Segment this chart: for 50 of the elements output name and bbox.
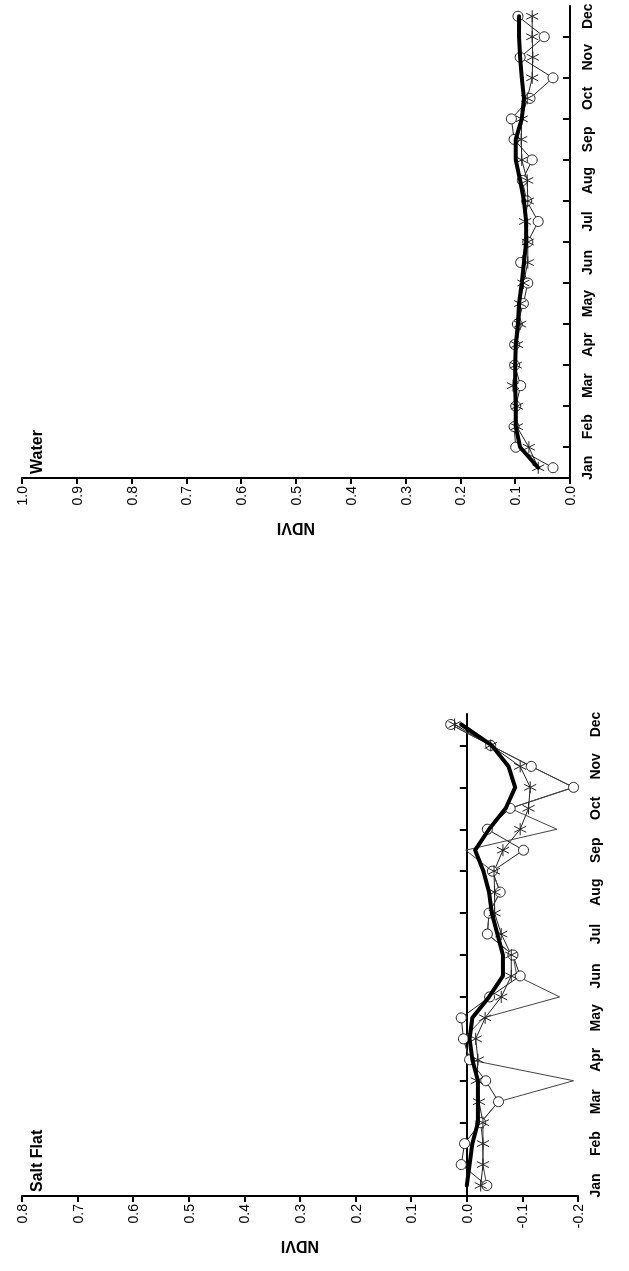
- y-tick-label: Mar: [579, 372, 595, 399]
- x-tick-label: 0.9: [68, 485, 85, 506]
- x-tick-label: 0.8: [14, 1203, 30, 1224]
- y-tick-label: Nov: [579, 43, 595, 71]
- x-tick-label: 0.3: [397, 485, 414, 506]
- y-tick-label: Jul: [579, 211, 595, 232]
- y-tick-label: Jul: [587, 923, 603, 945]
- x-tick-label: 0.6: [233, 485, 250, 506]
- y-tick-label: Jan: [587, 1173, 603, 1198]
- y-tick-label: May: [579, 289, 595, 318]
- x-tick-label: 0.1: [507, 485, 524, 506]
- y-tick-label: Sep: [579, 126, 595, 153]
- x-tick-label: 1.0: [14, 485, 30, 506]
- x-tick-label: 0.8: [123, 485, 140, 506]
- y-tick-label: Jun: [579, 250, 595, 275]
- x-tick-label: 0.6: [125, 1203, 142, 1224]
- x-axis-title: NDVI: [276, 519, 316, 537]
- y-tick-label: Feb: [579, 414, 595, 440]
- y-tick-label: Sep: [587, 837, 603, 864]
- y-tick-label: Jan: [579, 455, 595, 480]
- x-tick-label: -0.1: [514, 1203, 531, 1229]
- y-tick-label: Aug: [579, 166, 595, 195]
- x-tick-label: 0.2: [347, 1203, 364, 1224]
- y-tick-label: Mar: [587, 1088, 603, 1115]
- text: Water: [27, 430, 45, 474]
- y-tick-label: Feb: [587, 1131, 603, 1157]
- x-tick-label: 0.1: [403, 1203, 420, 1224]
- y-tick-label: Nov: [587, 752, 603, 780]
- x-tick-label: 0.5: [180, 1203, 197, 1224]
- y-tick-label: Aug: [587, 878, 603, 906]
- x-axis-title: NDVI: [280, 1237, 320, 1255]
- x-tick-label: -0.2: [570, 1203, 586, 1229]
- x-tick-label: 0.0: [562, 485, 578, 506]
- x-tick-label: 0.0: [458, 1203, 475, 1224]
- x-tick-label: 0.5: [288, 485, 304, 506]
- y-tick-label: Oct: [579, 86, 595, 111]
- y-tick-label: Oct: [587, 796, 603, 820]
- x-tick-label: 0.4: [236, 1203, 253, 1224]
- y-tick-label: Dec: [587, 711, 603, 738]
- y-tick-label: May: [587, 1004, 603, 1032]
- y-tick-label: Jun: [587, 963, 603, 989]
- x-tick-label: 0.4: [342, 485, 359, 506]
- x-tick-label: 0.3: [292, 1203, 308, 1224]
- text: Salt Flat: [27, 1129, 45, 1192]
- y-tick-label: Apr: [579, 332, 595, 357]
- y-tick-label: Apr: [587, 1047, 603, 1072]
- x-tick-label: 0.7: [69, 1203, 86, 1224]
- x-tick-label: 0.2: [452, 485, 469, 506]
- y-tick-label: Dec: [579, 3, 595, 30]
- x-tick-label: 0.7: [178, 485, 195, 506]
